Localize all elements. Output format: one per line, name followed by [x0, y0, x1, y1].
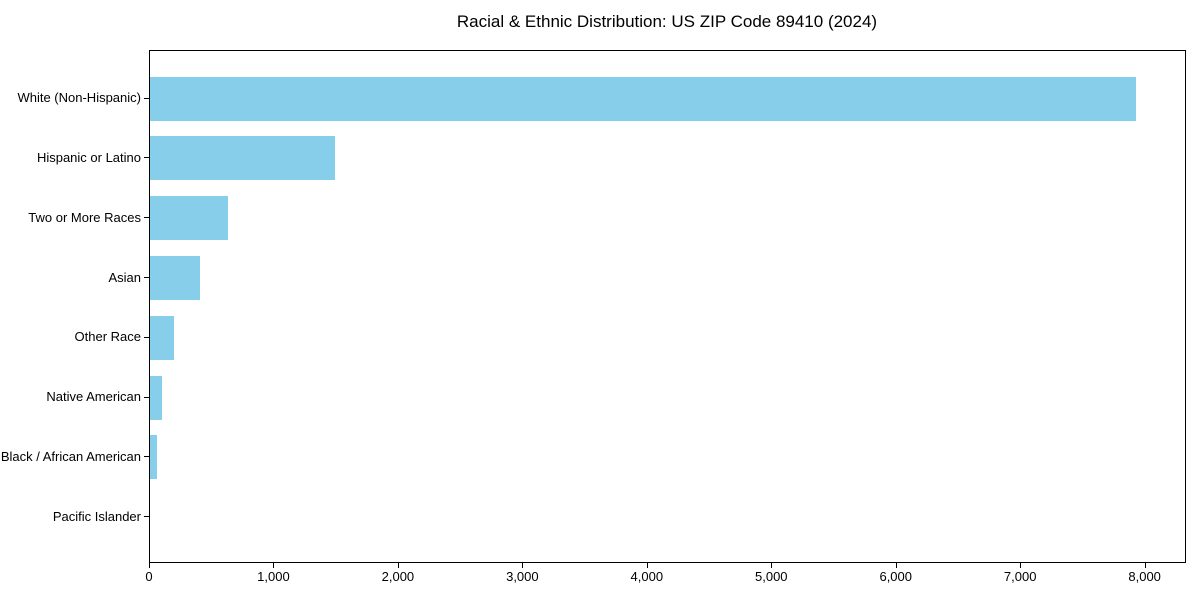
category-label: Other Race — [74, 329, 141, 345]
bar-black-african-american — [150, 435, 157, 480]
x-tick-mark — [646, 563, 648, 568]
bar-white-non-hispanic — [150, 76, 1136, 121]
y-tick-mark — [144, 516, 149, 518]
category-label: Black / African American — [0, 448, 141, 464]
x-tick-mark — [1020, 563, 1022, 568]
y-tick-mark — [144, 97, 149, 99]
x-tick-mark — [771, 563, 773, 568]
y-tick-mark — [144, 217, 149, 219]
y-tick-mark — [144, 456, 149, 458]
x-tick-label: 8,000 — [1128, 569, 1161, 584]
bar-native-american — [150, 375, 163, 420]
category-label: Asian — [108, 269, 141, 285]
x-tick-label: 7,000 — [1003, 569, 1037, 584]
x-tick-label: 4,000 — [630, 569, 664, 584]
plot-area — [149, 50, 1186, 563]
bar-hispanic-or-latino — [150, 136, 336, 181]
x-tick-mark — [895, 563, 897, 568]
category-label: Hispanic or Latino — [36, 149, 141, 165]
x-tick-label: 2,000 — [381, 569, 415, 584]
bar-asian — [150, 256, 201, 300]
y-tick-mark — [144, 396, 149, 398]
x-tick-label: 5,000 — [755, 569, 788, 584]
y-tick-mark — [144, 277, 149, 278]
category-label: White (Non-Hispanic) — [17, 90, 141, 106]
x-tick-mark — [1144, 563, 1146, 568]
category-label: Pacific Islander — [52, 508, 141, 524]
x-tick-mark — [273, 563, 275, 568]
bar-other-race — [150, 315, 174, 360]
bar-two-or-more-races — [150, 196, 229, 241]
category-label: Native American — [46, 389, 141, 405]
x-tick-label: 0 — [145, 569, 153, 584]
x-tick-label: 6,000 — [879, 569, 913, 584]
x-tick-mark — [397, 563, 399, 568]
x-tick-label: 3,000 — [506, 569, 539, 584]
y-tick-mark — [144, 157, 149, 159]
chart-title: Racial & Ethnic Distribution: US ZIP Cod… — [456, 12, 878, 31]
x-tick-mark — [522, 563, 524, 568]
y-tick-mark — [144, 336, 149, 338]
category-label: Two or More Races — [28, 209, 141, 225]
x-tick-label: 1,000 — [257, 569, 290, 584]
x-tick-mark — [149, 563, 150, 568]
